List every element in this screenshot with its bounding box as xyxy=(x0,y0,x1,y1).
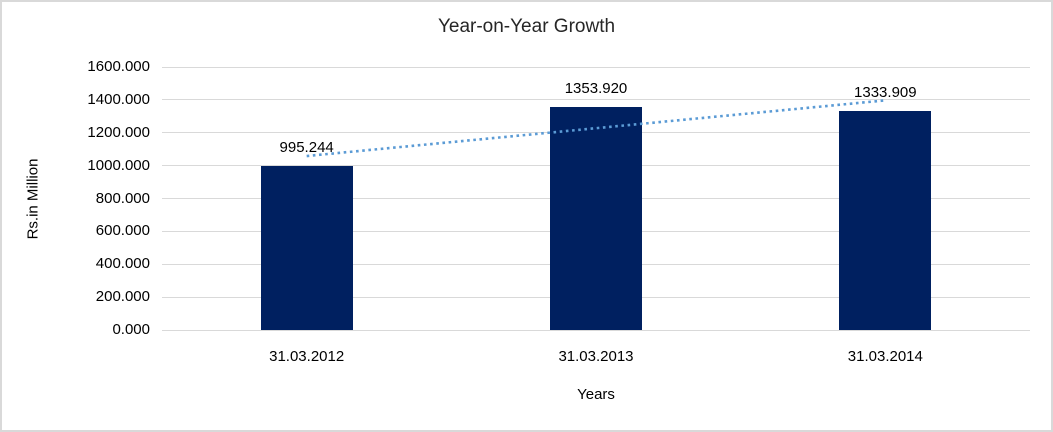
y-tick-label: 200.000 xyxy=(95,288,150,306)
y-tick-label: 1200.000 xyxy=(87,123,150,141)
value-label: 995.244 xyxy=(279,139,334,157)
y-tick-label: 600.000 xyxy=(95,222,150,240)
x-axis-title: Years xyxy=(577,386,615,403)
x-tick-label: 31.03.2012 xyxy=(269,348,345,365)
y-tick-label: 1400.000 xyxy=(87,90,150,108)
chart-title: Year-on-Year Growth xyxy=(437,16,616,37)
y-tick-label: 1600.000 xyxy=(87,58,150,75)
y-tick-label: 400.000 xyxy=(95,255,150,273)
bar xyxy=(260,166,353,330)
value-label: 1353.920 xyxy=(564,80,628,98)
gridline xyxy=(162,66,1030,68)
y-tick-label: 800.000 xyxy=(95,189,150,207)
x-tick-label: 31.03.2013 xyxy=(558,348,634,365)
gridline xyxy=(162,329,1030,331)
y-tick-label: 1000.000 xyxy=(87,156,150,174)
bar xyxy=(839,110,932,330)
trendline xyxy=(306,99,886,158)
gridline xyxy=(162,99,1030,101)
value-label: 1333.909 xyxy=(854,83,917,101)
plot-area xyxy=(162,66,1030,331)
x-tick-label: 31.03.2014 xyxy=(847,348,923,365)
bar xyxy=(550,107,642,330)
y-tick-label: 0.000 xyxy=(112,321,150,338)
